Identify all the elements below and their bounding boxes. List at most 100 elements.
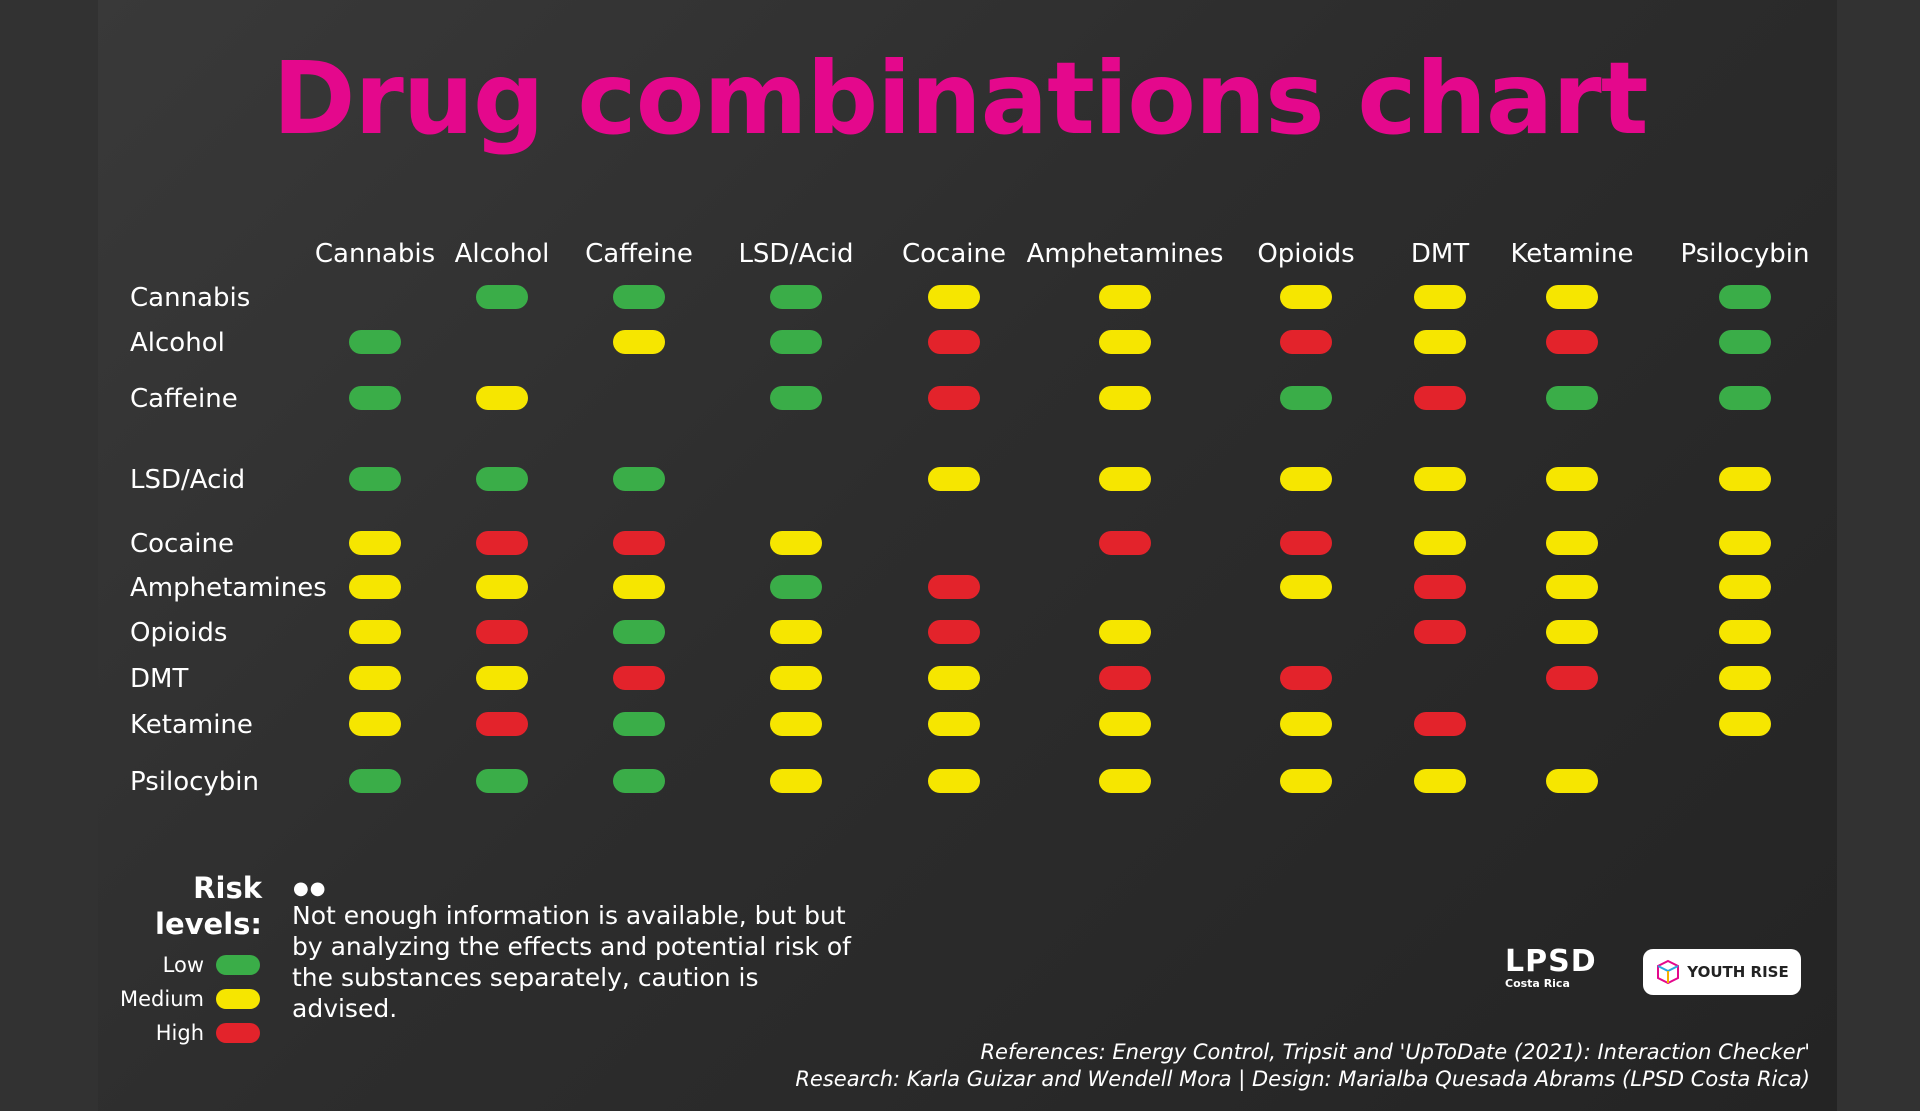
lpsd-logo-text: LPSD	[1505, 944, 1597, 979]
column-header-cocaine: Cocaine	[902, 239, 1006, 269]
risk-pill-alcohol-opioids	[1280, 330, 1332, 354]
risk-pill-psilocybin-amphetamines	[1099, 769, 1151, 793]
risk-pill-amphetamines-cocaine	[928, 575, 980, 599]
credits-text: Research: Karla Guizar and Wendell Mora …	[795, 1067, 1810, 1091]
risk-pill-dmt-ketamine	[1546, 666, 1598, 690]
risk-pill-dmt-cocaine	[928, 666, 980, 690]
column-header-ketamine: Ketamine	[1511, 239, 1634, 269]
column-header-psilocybin: Psilocybin	[1680, 239, 1809, 269]
risk-pill-dmt-opioids	[1280, 666, 1332, 690]
risk-pill-ketamine-dmt	[1414, 712, 1466, 736]
row-header-lsd-acid: LSD/Acid	[130, 465, 245, 495]
risk-pill-caffeine-lsd-acid	[770, 386, 822, 410]
lpsd-logo-subtitle: Costa Rica	[1505, 977, 1570, 990]
risk-pill-amphetamines-psilocybin	[1719, 575, 1771, 599]
legend-medium: Medium	[100, 987, 260, 1011]
risk-pill-amphetamines-alcohol	[476, 575, 528, 599]
risk-pill-lsd-acid-caffeine	[613, 467, 665, 491]
risk-pill-ketamine-cannabis	[349, 712, 401, 736]
risk-pill-psilocybin-lsd-acid	[770, 769, 822, 793]
row-header-psilocybin: Psilocybin	[130, 767, 259, 797]
row-header-caffeine: Caffeine	[130, 384, 238, 414]
risk-pill-amphetamines-opioids	[1280, 575, 1332, 599]
column-header-amphetamines: Amphetamines	[1027, 239, 1224, 269]
risk-pill-alcohol-cannabis	[349, 330, 401, 354]
risk-pill-amphetamines-cannabis	[349, 575, 401, 599]
risk-pill-lsd-acid-cannabis	[349, 467, 401, 491]
row-header-opioids: Opioids	[130, 618, 227, 648]
risk-pill-psilocybin-cannabis	[349, 769, 401, 793]
risk-pill-cocaine-psilocybin	[1719, 531, 1771, 555]
risk-pill-cannabis-opioids	[1280, 285, 1332, 309]
risk-pill-opioids-alcohol	[476, 620, 528, 644]
risk-pill-cocaine-opioids	[1280, 531, 1332, 555]
risk-pill-ketamine-opioids	[1280, 712, 1332, 736]
risk-pill-alcohol-dmt	[1414, 330, 1466, 354]
risk-pill-dmt-psilocybin	[1719, 666, 1771, 690]
column-header-lsd-acid: LSD/Acid	[738, 239, 853, 269]
risk-pill-cocaine-lsd-acid	[770, 531, 822, 555]
insufficient-info-note: Not enough information is available, but…	[292, 901, 851, 1023]
legend-low-label: Low	[162, 953, 204, 977]
youth-rise-logo-text: YOUTH RISE	[1687, 963, 1789, 981]
lpsd-logo: LPSD Costa Rica	[1505, 944, 1625, 1004]
risk-pill-alcohol-lsd-acid	[770, 330, 822, 354]
legend-medium-label: Medium	[120, 987, 204, 1011]
column-header-opioids: Opioids	[1257, 239, 1354, 269]
risk-pill-caffeine-opioids	[1280, 386, 1332, 410]
risk-pill-alcohol-amphetamines	[1099, 330, 1151, 354]
risk-pill-alcohol-cocaine	[928, 330, 980, 354]
risk-pill-ketamine-caffeine	[613, 712, 665, 736]
risk-pill-opioids-amphetamines	[1099, 620, 1151, 644]
risk-pill-lsd-acid-opioids	[1280, 467, 1332, 491]
legend-title-line-2: levels:	[155, 907, 262, 941]
risk-pill-cocaine-ketamine	[1546, 531, 1598, 555]
row-header-cannabis: Cannabis	[130, 283, 250, 313]
risk-pill-ketamine-alcohol	[476, 712, 528, 736]
risk-pill-opioids-cocaine	[928, 620, 980, 644]
risk-pill-lsd-acid-psilocybin	[1719, 467, 1771, 491]
legend-medium-swatch	[216, 989, 260, 1009]
risk-pill-alcohol-caffeine	[613, 330, 665, 354]
column-header-dmt: DMT	[1411, 239, 1469, 269]
risk-pill-ketamine-cocaine	[928, 712, 980, 736]
risk-pill-caffeine-amphetamines	[1099, 386, 1151, 410]
risk-pill-caffeine-alcohol	[476, 386, 528, 410]
risk-pill-cocaine-caffeine	[613, 531, 665, 555]
column-header-caffeine: Caffeine	[585, 239, 693, 269]
risk-pill-cannabis-caffeine	[613, 285, 665, 309]
legend-high: High	[100, 1021, 260, 1045]
risk-pill-cocaine-dmt	[1414, 531, 1466, 555]
row-header-cocaine: Cocaine	[130, 529, 234, 559]
legend-title: Risk levels:	[120, 870, 262, 942]
legend-low: Low	[100, 953, 260, 977]
risk-pill-lsd-acid-alcohol	[476, 467, 528, 491]
risk-pill-cannabis-amphetamines	[1099, 285, 1151, 309]
risk-pill-cocaine-alcohol	[476, 531, 528, 555]
risk-pill-alcohol-psilocybin	[1719, 330, 1771, 354]
risk-pill-dmt-amphetamines	[1099, 666, 1151, 690]
risk-pill-dmt-cannabis	[349, 666, 401, 690]
row-header-alcohol: Alcohol	[130, 328, 225, 358]
legend-low-swatch	[216, 955, 260, 975]
risk-pill-opioids-ketamine	[1546, 620, 1598, 644]
youth-rise-logo: YOUTH RISE	[1643, 949, 1801, 995]
risk-pill-caffeine-cocaine	[928, 386, 980, 410]
risk-pill-opioids-cannabis	[349, 620, 401, 644]
insufficient-info-dots-icon: ●●	[293, 878, 327, 899]
risk-pill-psilocybin-alcohol	[476, 769, 528, 793]
row-header-dmt: DMT	[130, 664, 188, 694]
risk-pill-caffeine-ketamine	[1546, 386, 1598, 410]
risk-pill-lsd-acid-dmt	[1414, 467, 1466, 491]
column-header-alcohol: Alcohol	[455, 239, 550, 269]
risk-pill-amphetamines-caffeine	[613, 575, 665, 599]
risk-pill-dmt-alcohol	[476, 666, 528, 690]
risk-pill-amphetamines-lsd-acid	[770, 575, 822, 599]
risk-pill-cannabis-dmt	[1414, 285, 1466, 309]
risk-pill-cannabis-lsd-acid	[770, 285, 822, 309]
risk-pill-lsd-acid-cocaine	[928, 467, 980, 491]
column-header-cannabis: Cannabis	[315, 239, 435, 269]
right-margin	[1837, 0, 1920, 1111]
risk-pill-alcohol-ketamine	[1546, 330, 1598, 354]
